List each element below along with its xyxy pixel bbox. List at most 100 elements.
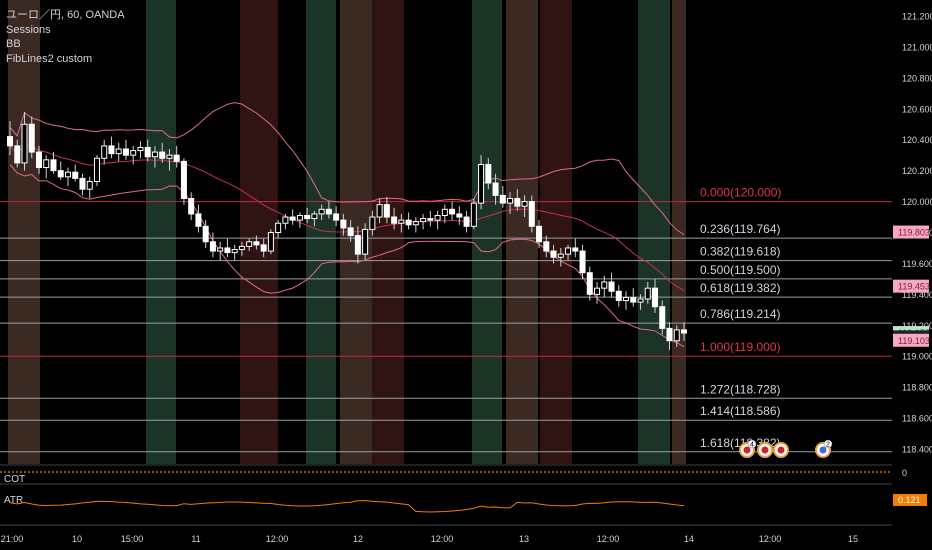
candle — [159, 142, 166, 163]
candle — [579, 244, 586, 279]
price-tick-label: 121.000 — [902, 42, 932, 52]
atr-label: ATR — [4, 495, 23, 506]
price-tick-label: 119.600 — [902, 259, 932, 269]
candle-body-up — [166, 154, 173, 159]
candle — [209, 232, 216, 258]
price-badge[interactable]: 119.803 — [893, 225, 930, 239]
candle-body-up — [470, 202, 477, 227]
candle-body-down — [108, 145, 115, 155]
price-badge-label: 119.453 — [898, 282, 930, 292]
candle-body-down — [681, 329, 687, 334]
candle — [231, 244, 238, 261]
candle-body-up — [282, 216, 289, 224]
candle — [347, 220, 354, 242]
candle-body-up — [673, 329, 680, 342]
candle — [499, 186, 506, 208]
candle — [253, 235, 260, 250]
candle — [7, 121, 13, 156]
candle — [449, 201, 456, 221]
candle-body-up — [623, 296, 630, 302]
candle — [166, 148, 173, 171]
event-count: 4 — [750, 442, 754, 449]
candle-body-up — [441, 208, 448, 216]
candle-body-down — [586, 272, 593, 295]
candle — [217, 241, 224, 261]
indicator-fiblines[interactable]: FibLines2 custom — [6, 52, 93, 65]
time-tick-label: 15:00 — [121, 534, 144, 544]
time-axis[interactable]: 21:00 10 15:00 11 12:00 12 12:00 13 12:00 14 12:00… — [1, 534, 858, 544]
candle — [333, 206, 340, 227]
candle-body-up — [398, 219, 405, 224]
event-marker-dot — [743, 446, 751, 454]
time-tick-label: 14 — [684, 534, 694, 544]
price-tick-label: 119.400 — [902, 290, 932, 300]
atr-line — [9, 500, 685, 513]
candle — [427, 210, 434, 227]
price-axis[interactable]: 121.200 121.000 120.800 120.600 120.400 120.2… — [892, 0, 932, 530]
candle — [28, 116, 35, 159]
candle-body-up — [376, 204, 383, 218]
candle-body-down — [260, 244, 267, 252]
price-tick-label: 120.800 — [902, 73, 932, 83]
candle-body-up — [594, 287, 601, 295]
atr-value-badge: 0.121 — [893, 494, 927, 506]
price-tick-label: 120.200 — [902, 166, 932, 176]
candle-body-up — [637, 298, 644, 303]
indicator-sessions[interactable]: Sessions — [6, 23, 51, 36]
candle-body-down — [427, 218, 434, 221]
candle-body-up — [238, 245, 245, 251]
candle — [572, 238, 579, 258]
candle — [202, 220, 209, 248]
price-tick-label: 118.800 — [902, 383, 932, 393]
fib-label: 0.236(119.764) — [700, 222, 781, 236]
candle — [412, 217, 419, 233]
price-tick-label: 118.600 — [902, 414, 932, 424]
candle-body-down — [180, 160, 187, 199]
candle-body-down — [144, 146, 151, 158]
candle — [383, 196, 390, 224]
fib-label: 0.786(119.214) — [700, 307, 781, 321]
candle — [72, 164, 79, 182]
bb-upper-line — [9, 102, 685, 236]
fib-label: 1.414(118.586) — [700, 404, 781, 418]
cot-value: 0 — [902, 468, 907, 478]
candle-body-up — [478, 163, 485, 204]
indicator-bb[interactable]: BB — [6, 38, 21, 50]
candle-body-up — [21, 123, 28, 164]
candle-body-down — [463, 216, 470, 227]
time-tick-label: 21:00 — [1, 534, 24, 544]
event-marker[interactable]: 2 — [815, 439, 833, 458]
candle-body-down — [188, 197, 195, 215]
candle-body-down — [50, 159, 57, 172]
candle-body-up — [507, 197, 514, 204]
event-marker[interactable] — [757, 442, 773, 458]
event-marker[interactable]: 4 — [739, 439, 757, 458]
candle — [325, 201, 332, 219]
candle-body-down — [550, 250, 557, 258]
candle-body-up — [267, 232, 274, 252]
event-marker[interactable] — [773, 442, 789, 458]
candle — [369, 210, 376, 236]
candle — [586, 266, 593, 301]
time-tick-label: 12:00 — [266, 534, 289, 544]
fib-levels[interactable]: 0.000(120.000) 0.236(119.764) 0.382(119.61… — [0, 186, 892, 453]
session-band-london — [372, 0, 404, 464]
time-tick-label: 12 — [353, 534, 363, 544]
candle-body-up — [275, 222, 282, 234]
candle — [681, 322, 687, 341]
candle — [391, 207, 398, 230]
fib-label: 0.500(119.500) — [700, 263, 781, 277]
candle-body-down — [405, 219, 412, 226]
price-badge[interactable]: 119.103 — [893, 333, 930, 347]
candle — [86, 176, 93, 199]
price-badge[interactable]: 119.453 — [893, 279, 930, 293]
candle-body-up — [64, 171, 71, 178]
symbol-title[interactable]: ユーロ／円, 60, OANDA — [6, 9, 125, 21]
time-tick-label: 12:00 — [597, 534, 620, 544]
time-tick-label: 12:00 — [431, 534, 454, 544]
candle-body-up — [217, 247, 224, 252]
candle-body-down — [536, 225, 543, 243]
session-band-tokyo — [638, 0, 670, 464]
